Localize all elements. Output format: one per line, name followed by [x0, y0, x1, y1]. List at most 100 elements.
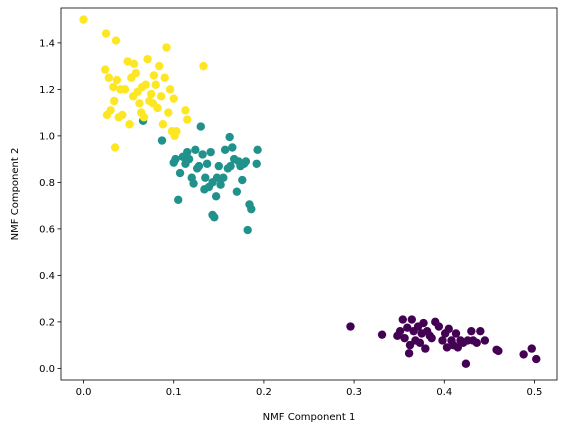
- chart-ticks: 0.0 0.1 0.2 0.3 0.4 0.5 0.0 0.2 0.4 0.6 0.8 1.0 1.2 1…: [39, 38, 542, 398]
- scatter-point: [172, 127, 181, 136]
- scatter-point: [174, 195, 183, 205]
- x-axis-label: NMF Component 1: [263, 412, 356, 423]
- x-tick-label: 0.4: [436, 387, 452, 398]
- scatter-point: [395, 326, 405, 336]
- scatter-point: [143, 54, 152, 64]
- scatter-point: [100, 65, 110, 74]
- y-tick-label: 0.2: [39, 317, 55, 328]
- scatter-point: [438, 336, 447, 345]
- scatter-point: [232, 187, 242, 196]
- scatter-point: [189, 179, 198, 188]
- scatter-point: [181, 106, 190, 115]
- scatter-point: [135, 99, 144, 108]
- scatter-point: [241, 157, 251, 166]
- scatter-point: [164, 108, 173, 117]
- scatter-point: [196, 122, 205, 131]
- scatter-point: [219, 173, 228, 182]
- scatter-point: [253, 145, 262, 155]
- scatter-point: [129, 59, 139, 68]
- scatter-point: [198, 150, 207, 159]
- y-tick-label: 0.8: [39, 178, 55, 189]
- scatter-point: [104, 73, 113, 82]
- scatter-point: [162, 43, 171, 52]
- y-tick-label: 0.0: [39, 364, 55, 375]
- scatter-point: [149, 71, 159, 80]
- scatter-point: [415, 338, 425, 347]
- scatter-point: [243, 225, 252, 235]
- scatter-point: [156, 92, 166, 101]
- scatter-point: [247, 204, 256, 214]
- scatter-point: [160, 73, 169, 82]
- scatter-point: [79, 15, 88, 24]
- scatter-point: [194, 161, 204, 171]
- scatter-point: [171, 154, 180, 164]
- scatter-point: [183, 147, 192, 157]
- plot-frame: [60, 7, 558, 381]
- scatter-point: [419, 318, 428, 328]
- scatter-point: [202, 159, 212, 168]
- scatter-point: [400, 333, 409, 343]
- scatter-point: [532, 354, 541, 364]
- scatter-point: [480, 336, 490, 345]
- x-tick-label: 0.1: [166, 387, 182, 398]
- scatter-point: [199, 61, 208, 71]
- scatter-point: [403, 323, 412, 332]
- scatter-point: [101, 29, 111, 38]
- y-tick-label: 0.4: [39, 271, 55, 282]
- y-tick-label: 1.0: [39, 131, 55, 142]
- scatter-point: [476, 326, 485, 336]
- scatter-point: [467, 326, 476, 336]
- scatter-point: [225, 132, 234, 142]
- x-tick-label: 0.5: [527, 387, 543, 398]
- scatter-point: [184, 154, 194, 164]
- scatter-point: [214, 161, 224, 171]
- scatter-point: [404, 349, 414, 358]
- scatter-point: [169, 94, 178, 103]
- scatter-point: [407, 315, 417, 324]
- scatter-point: [141, 80, 150, 89]
- scatter-point: [442, 343, 452, 352]
- scatter-point: [175, 168, 185, 178]
- y-tick-label: 0.6: [39, 224, 55, 235]
- x-tick-label: 0.2: [256, 387, 272, 398]
- scatter-point: [211, 192, 221, 201]
- scatter-point: [155, 61, 164, 71]
- scatter-point: [201, 173, 210, 182]
- scatter-point: [434, 322, 444, 331]
- scatter-point: [106, 106, 115, 115]
- scatter-point: [472, 338, 481, 347]
- scatter-point: [139, 113, 149, 122]
- scatter-point: [206, 147, 215, 157]
- scatter-point: [252, 159, 261, 168]
- scatter-point: [125, 120, 134, 129]
- scatter-point: [210, 213, 219, 222]
- scatter-point: [118, 110, 127, 120]
- scatter-point: [157, 136, 167, 145]
- scatter-point: [398, 315, 407, 324]
- scatter-point: [226, 161, 235, 171]
- scatter-point: [238, 175, 247, 185]
- scatter-point: [183, 115, 192, 124]
- scatter-point: [120, 85, 130, 94]
- scatter-point: [377, 330, 387, 339]
- scatter-point: [153, 103, 162, 113]
- scatter-point: [427, 333, 436, 343]
- scatter-point: [451, 329, 461, 338]
- scatter-point: [346, 322, 355, 331]
- scatter-point: [158, 120, 168, 129]
- scatter-point: [112, 75, 122, 85]
- scatter-point: [212, 173, 222, 182]
- scatter-point: [216, 180, 225, 189]
- scatter-point: [519, 350, 528, 359]
- chart-points: [79, 15, 541, 368]
- scatter-point: [191, 145, 200, 155]
- scatter-point: [494, 346, 503, 356]
- x-tick-label: 0.3: [346, 387, 362, 398]
- y-tick-label: 1.4: [39, 38, 55, 49]
- scatter-point: [110, 143, 120, 152]
- scatter-point: [109, 82, 118, 92]
- scatter-point: [165, 85, 175, 94]
- scatter-point: [444, 324, 453, 334]
- scatter-point: [151, 80, 160, 89]
